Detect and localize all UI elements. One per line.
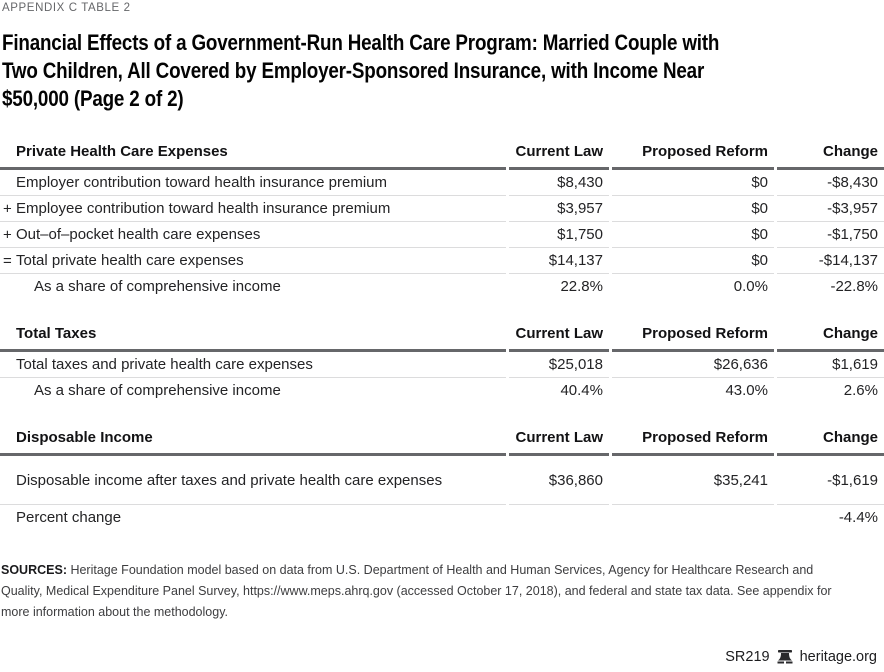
table-header-row: Private Health Care Expenses Current Law…: [0, 143, 884, 170]
row-label: As a share of comprehensive income: [34, 278, 281, 295]
site-name: heritage.org: [799, 649, 877, 665]
table-header-row: Disposable Income Current Law Proposed R…: [0, 429, 884, 456]
table-kicker: APPENDIX C TABLE 2: [2, 2, 131, 14]
cell-change: -4.4%: [838, 509, 878, 526]
cell-change: $1,619: [777, 352, 884, 378]
sources-note: SOURCES: Heritage Foundation model based…: [1, 560, 849, 623]
cell-change: -$3,957: [777, 196, 884, 222]
row-label: Total private health care expenses: [16, 252, 244, 269]
cell-proposed-reform: [612, 505, 774, 531]
table-row: As a share of comprehensive income 22.8%…: [0, 274, 884, 300]
sources-label: SOURCES:: [1, 563, 67, 577]
cell-current-law: 22.8%: [560, 278, 603, 295]
cell-change: -$1,619: [777, 456, 884, 505]
table-row: + Employee contribution toward health ins…: [0, 196, 884, 222]
table-row: + Out–of–pocket health care expenses $1,7…: [0, 222, 884, 248]
section-title: Private Health Care Expenses: [0, 143, 506, 170]
page-title: Financial Effects of a Government-Run He…: [2, 29, 756, 113]
liberty-bell-icon: [777, 650, 793, 664]
section-title: Disposable Income: [0, 429, 506, 456]
cell-proposed-reform: $0: [612, 196, 774, 222]
cell-current-law: $8,430: [509, 170, 609, 196]
cell-current-law: $14,137: [509, 248, 609, 274]
row-prefix: =: [3, 252, 12, 269]
table-row: = Total private health care expenses $14,…: [0, 248, 884, 274]
report-footer: SR219 heritage.org: [725, 649, 877, 665]
disposable-income-table: Disposable Income Current Law Proposed R…: [0, 429, 884, 531]
row-prefix: +: [3, 226, 12, 243]
column-header-proposed-reform: Proposed Reform: [612, 429, 774, 456]
column-header-change: Change: [777, 429, 884, 456]
table-row: Total taxes and private health care expe…: [0, 352, 884, 378]
cell-current-law: $3,957: [509, 196, 609, 222]
row-label: Out–of–pocket health care expenses: [16, 226, 261, 243]
cell-proposed-reform: $0: [612, 170, 774, 196]
row-prefix: +: [3, 200, 12, 217]
cell-proposed-reform: $26,636: [612, 352, 774, 378]
report-id: SR219: [725, 649, 770, 665]
cell-change: -$14,137: [777, 248, 884, 274]
cell-current-law: 40.4%: [560, 382, 603, 399]
cell-change: -$1,750: [777, 222, 884, 248]
row-label: Disposable income after taxes and privat…: [16, 471, 443, 489]
cell-change: 2.6%: [843, 382, 878, 399]
cell-proposed-reform: $35,241: [612, 456, 774, 505]
column-header-change: Change: [777, 143, 884, 170]
column-header-current-law: Current Law: [509, 143, 609, 170]
section-title: Total Taxes: [0, 325, 506, 352]
table-row: Employer contribution toward health insu…: [0, 170, 884, 196]
page-title-line-1: Financial Effects of a Government-Run He…: [2, 30, 720, 55]
column-header-proposed-reform: Proposed Reform: [612, 143, 774, 170]
row-label: Total taxes and private health care expe…: [16, 356, 313, 373]
cell-proposed-reform: $0: [612, 222, 774, 248]
column-header-change: Change: [777, 325, 884, 352]
row-label: Employer contribution toward health insu…: [16, 174, 388, 191]
column-header-proposed-reform: Proposed Reform: [612, 325, 774, 352]
row-label: Employee contribution toward health insu…: [16, 200, 391, 217]
cell-change: -22.8%: [830, 278, 878, 295]
table-row: As a share of comprehensive income 40.4%…: [0, 378, 884, 404]
sources-text: Heritage Foundation model based on data …: [1, 563, 832, 619]
cell-current-law: $25,018: [509, 352, 609, 378]
page-title-line-3: $50,000 (Page 2 of 2): [2, 86, 184, 111]
table-row: Disposable income after taxes and privat…: [0, 456, 884, 505]
cell-proposed-reform: 0.0%: [733, 278, 768, 295]
table-header-row: Total Taxes Current Law Proposed Reform …: [0, 325, 884, 352]
cell-current-law: $36,860: [509, 456, 609, 505]
row-label: As a share of comprehensive income: [34, 382, 281, 399]
cell-change: -$8,430: [777, 170, 884, 196]
table-row: Percent change -4.4%: [0, 505, 884, 531]
total-taxes-table: Total Taxes Current Law Proposed Reform …: [0, 325, 884, 404]
private-health-care-expenses-table: Private Health Care Expenses Current Law…: [0, 143, 884, 300]
cell-current-law: [509, 505, 609, 531]
column-header-current-law: Current Law: [509, 325, 609, 352]
column-header-current-law: Current Law: [509, 429, 609, 456]
cell-proposed-reform: $0: [612, 248, 774, 274]
cell-current-law: $1,750: [509, 222, 609, 248]
page-title-line-2: Two Children, All Covered by Employer-Sp…: [2, 58, 705, 83]
row-label: Percent change: [16, 509, 122, 526]
cell-proposed-reform: 43.0%: [725, 382, 768, 399]
